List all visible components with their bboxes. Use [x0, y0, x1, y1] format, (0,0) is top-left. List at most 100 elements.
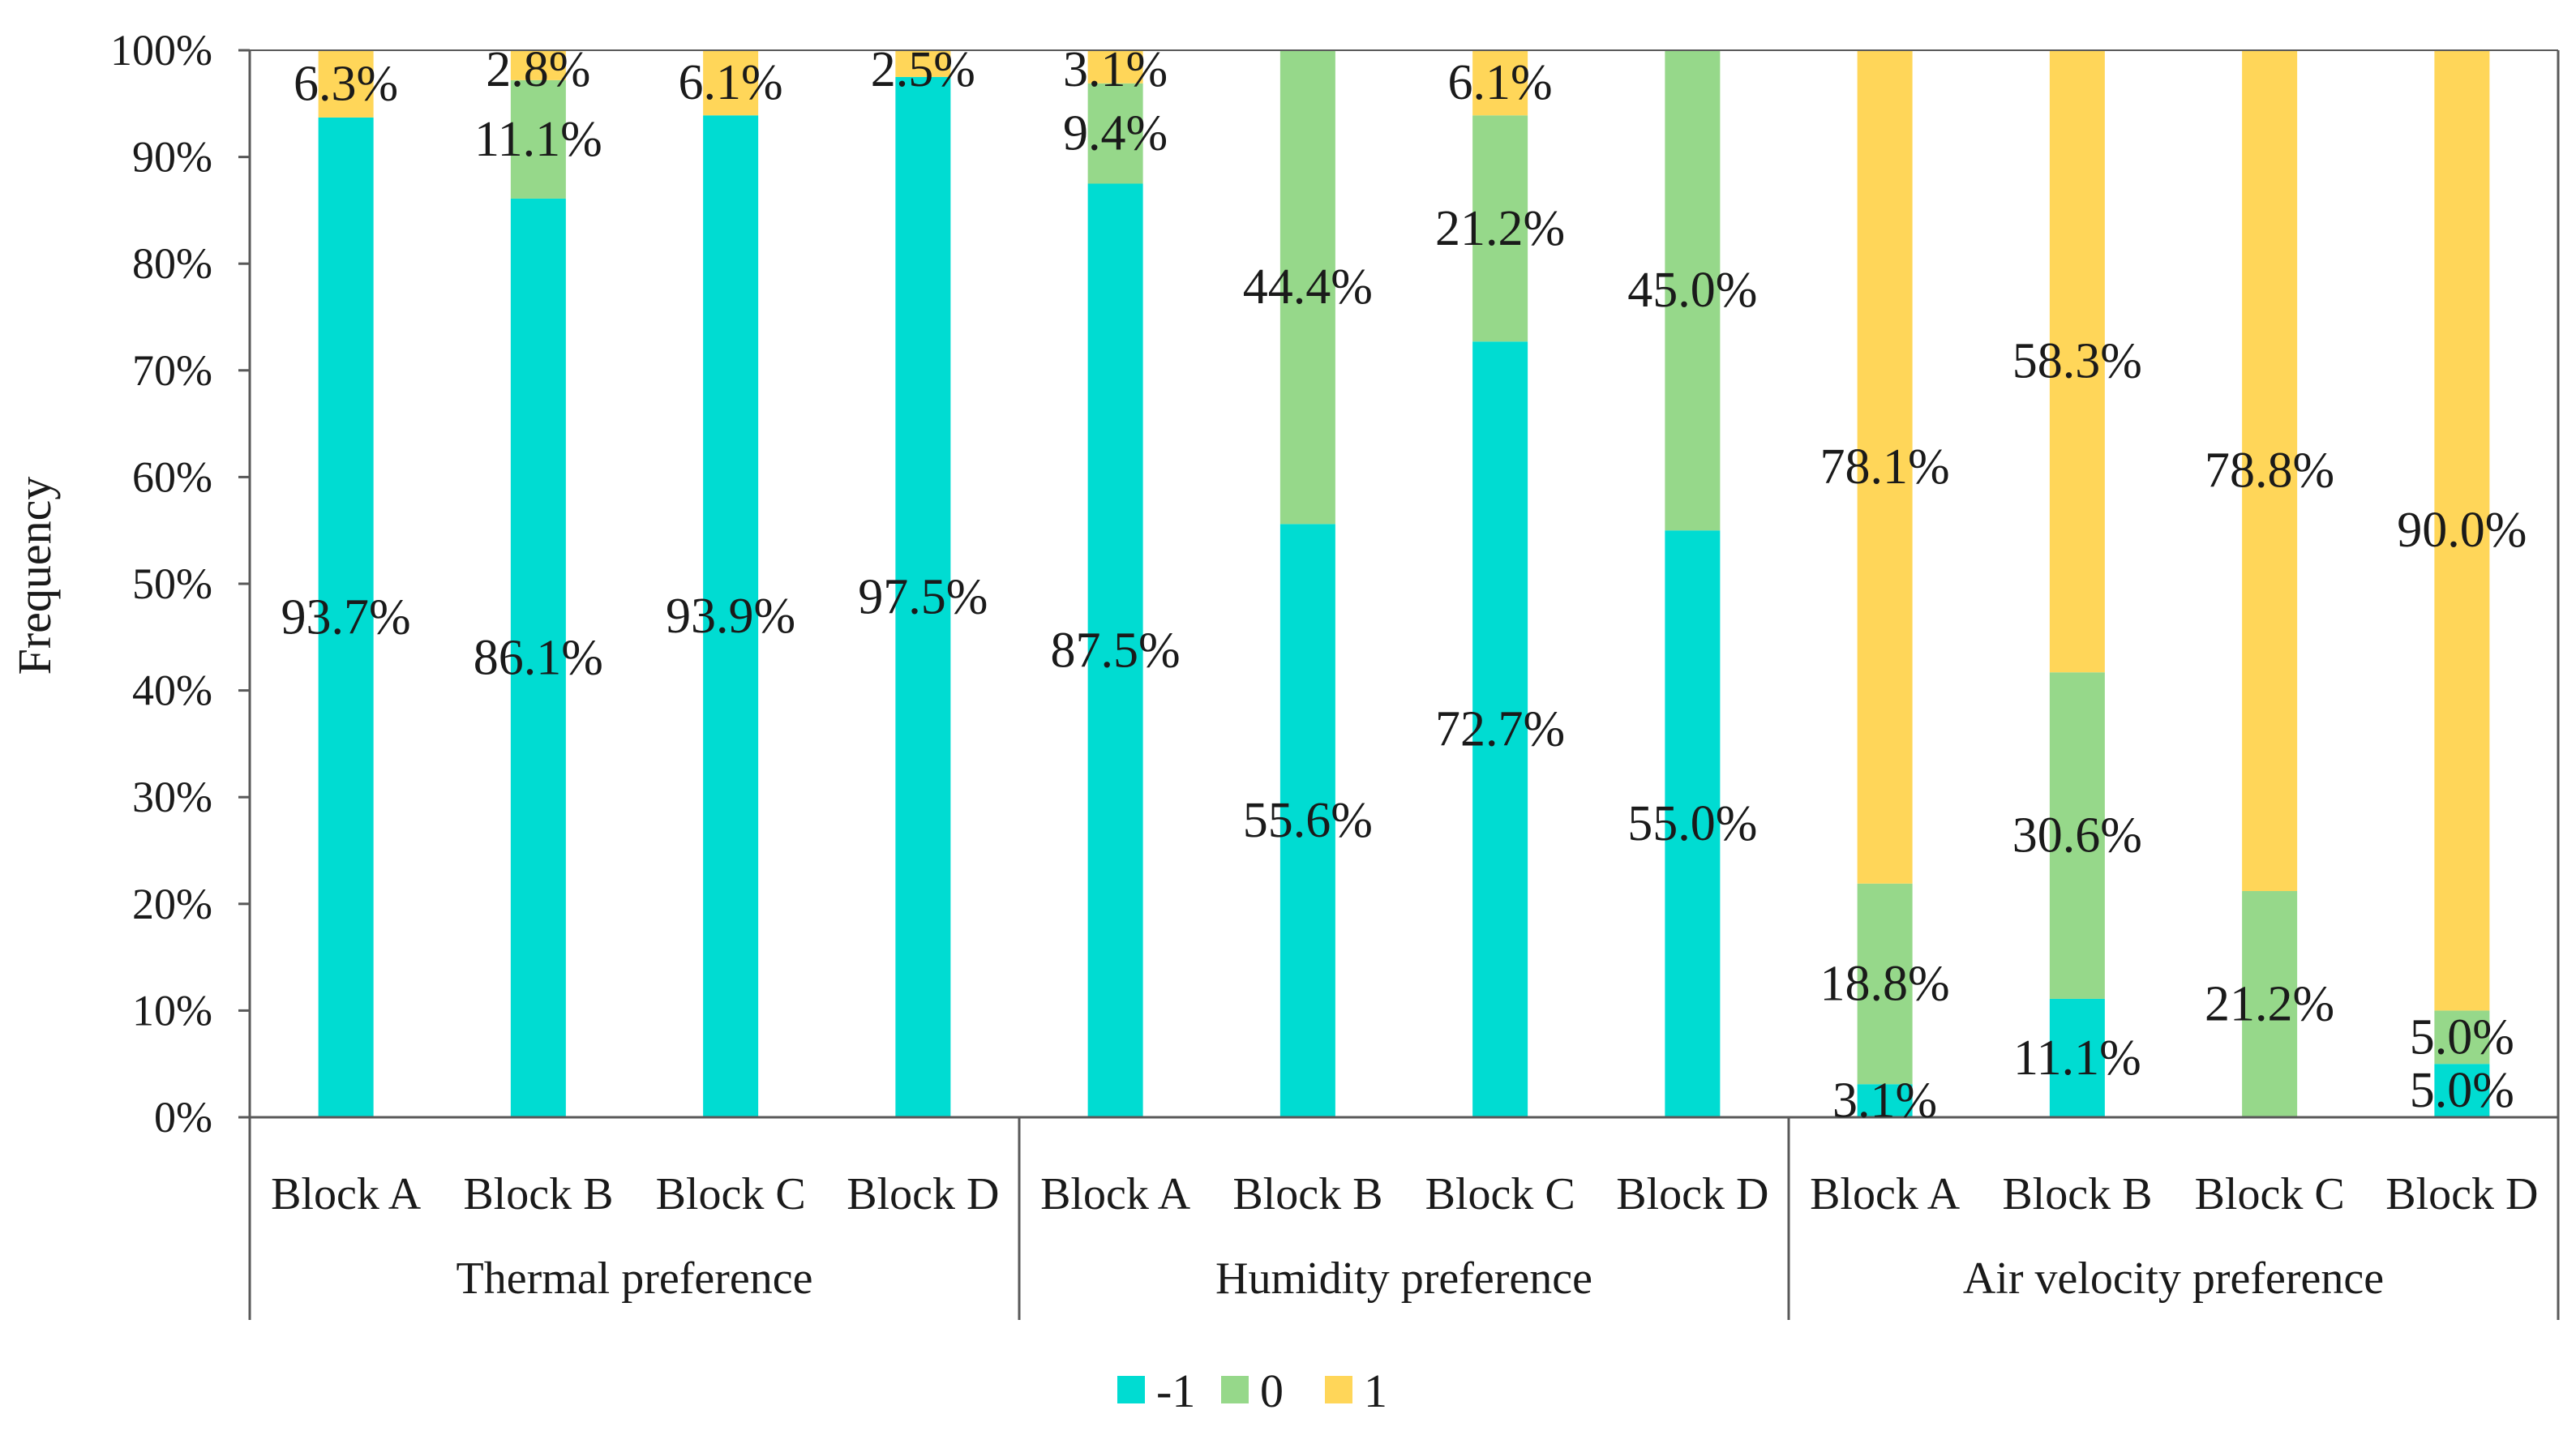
group-labels: Thermal preference Humidity preference Air… — [456, 1253, 2385, 1304]
value-label-series-1: 21.2% — [1435, 201, 1565, 256]
bar-series-1-cat-4 — [1087, 83, 1143, 184]
value-label-series-1: 9.4% — [1063, 106, 1168, 161]
bar-series-2-cat-10 — [2242, 50, 2298, 892]
bar-series-1-cat-10 — [2242, 891, 2298, 1117]
bar-series-0-cat-4 — [1087, 183, 1143, 1117]
bar-series-2-cat-0 — [318, 50, 374, 118]
bar-series-2-cat-6 — [1472, 50, 1528, 116]
category-label: Block B — [2002, 1169, 2152, 1219]
value-label-series-2: 58.3% — [2012, 334, 2142, 389]
value-label-series-0: 3.1% — [1832, 1073, 1937, 1129]
category-label: Block D — [847, 1169, 999, 1219]
bar-series-1-cat-7 — [1665, 50, 1721, 531]
value-label-series-2: 2.5% — [871, 42, 975, 97]
value-label-series-0: 55.0% — [1627, 796, 1757, 851]
y-axis-label: Frequency — [8, 477, 61, 675]
bar-series-0-cat-3 — [895, 76, 951, 1117]
y-tick-label: 30% — [132, 773, 212, 821]
value-label-series-1: 30.6% — [2012, 808, 2142, 863]
value-label-series-0: 72.7% — [1435, 702, 1565, 757]
value-label-series-2: 90.0% — [2397, 503, 2527, 558]
value-label-series-1: 11.1% — [474, 112, 602, 167]
bar-series-0-cat-9 — [2049, 998, 2105, 1117]
bar-series-2-cat-9 — [2049, 50, 2105, 673]
value-labels-layer: 93.7% 6.3% 86.1% 11.1% 2.8% 93.9% 6.1% 97.5% 2.5… — [281, 42, 2527, 1129]
y-tick-label: 20% — [132, 880, 212, 928]
bar-series-1-cat-5 — [1279, 50, 1335, 525]
value-label-series-1: 18.8% — [1820, 957, 1950, 1012]
category-label: Block B — [463, 1169, 613, 1219]
bar-series-2-cat-3 — [895, 50, 951, 77]
legend-label-0: -1 — [1156, 1365, 1195, 1417]
y-tick-label: 60% — [132, 452, 212, 501]
value-label-series-1: 21.2% — [2205, 977, 2334, 1032]
bar-series-1-cat-9 — [2049, 672, 2105, 999]
y-tick-labels: 0% 10% 20% 30% 40% 50% 60% 70% 80% 90% 100% — [110, 26, 212, 1142]
bar-series-2-cat-8 — [1857, 50, 1913, 884]
bar-series-0-cat-11 — [2434, 1064, 2490, 1117]
value-label-series-0: 86.1% — [474, 630, 603, 685]
bar-series-1-cat-1 — [510, 79, 566, 199]
value-label-series-0: 11.1% — [2013, 1031, 2141, 1086]
bar-series-2-cat-11 — [2434, 50, 2490, 1011]
bar-series-0-cat-8 — [1857, 1084, 1913, 1117]
y-tick-label: 40% — [132, 666, 212, 715]
category-label: Block C — [2195, 1169, 2345, 1219]
bar-series-0-cat-0 — [318, 117, 374, 1118]
value-label-series-1: 44.4% — [1243, 259, 1373, 315]
value-label-series-2: 78.1% — [1820, 439, 1950, 495]
y-tick-label: 70% — [132, 346, 212, 395]
category-labels: Block A Block B Block C Block D Block A Block… — [271, 1169, 2538, 1219]
bar-series-0-cat-1 — [510, 198, 566, 1118]
value-label-series-2: 3.1% — [1063, 42, 1168, 97]
value-label-series-0: 87.5% — [1051, 623, 1181, 678]
value-label-series-0: 93.9% — [666, 589, 795, 644]
y-tick-label: 0% — [154, 1093, 212, 1142]
category-label: Block B — [1232, 1169, 1382, 1219]
legend: -1 0 1 — [1117, 1365, 1387, 1417]
axes-layer — [238, 49, 2560, 1320]
bar-series-0-cat-2 — [703, 115, 759, 1117]
value-label-series-2: 6.1% — [679, 55, 783, 110]
y-tick-label: 100% — [110, 26, 212, 75]
legend-swatch-2 — [1325, 1376, 1352, 1403]
group-label: Air velocity preference — [1963, 1253, 2384, 1304]
y-tick-label: 90% — [132, 133, 212, 182]
bar-series-2-cat-4 — [1087, 50, 1143, 84]
group-label: Humidity preference — [1215, 1253, 1592, 1304]
legend-swatch-1 — [1221, 1376, 1249, 1403]
category-label: Block A — [1040, 1169, 1191, 1219]
bar-series-1-cat-8 — [1857, 883, 1913, 1085]
category-label: Block D — [1616, 1169, 1768, 1219]
bar-series-1-cat-6 — [1472, 115, 1528, 342]
category-label: Block D — [2385, 1169, 2538, 1219]
legend-swatch-0 — [1117, 1376, 1145, 1403]
value-label-series-0: 93.7% — [281, 589, 411, 645]
legend-label-2: 1 — [1364, 1365, 1387, 1417]
value-label-series-0: 5.0% — [2410, 1063, 2514, 1118]
value-label-series-2: 78.8% — [2205, 443, 2334, 499]
value-label-series-2: 2.8% — [486, 42, 590, 97]
group-label: Thermal preference — [456, 1253, 813, 1304]
bar-series-1-cat-11 — [2434, 1010, 2490, 1065]
value-label-series-1: 5.0% — [2410, 1009, 2514, 1065]
value-label-series-2: 6.1% — [1448, 55, 1553, 110]
y-tick-label: 10% — [132, 986, 212, 1035]
bar-series-0-cat-6 — [1472, 341, 1528, 1117]
category-label: Block C — [656, 1169, 806, 1219]
value-label-series-0: 97.5% — [858, 569, 988, 624]
y-tick-label: 50% — [132, 559, 212, 608]
value-label-series-0: 55.6% — [1243, 793, 1373, 848]
bar-series-2-cat-1 — [510, 50, 566, 80]
category-label: Block A — [1810, 1169, 1961, 1219]
y-tick-label: 80% — [132, 239, 212, 288]
value-label-series-1: 45.0% — [1627, 263, 1757, 318]
category-label: Block A — [271, 1169, 422, 1219]
bar-series-0-cat-7 — [1665, 530, 1721, 1117]
bar-series-0-cat-5 — [1279, 524, 1335, 1117]
category-label: Block C — [1425, 1169, 1575, 1219]
legend-label-1: 0 — [1260, 1365, 1284, 1417]
value-label-series-2: 6.3% — [294, 56, 398, 111]
bar-series-2-cat-2 — [703, 50, 759, 116]
